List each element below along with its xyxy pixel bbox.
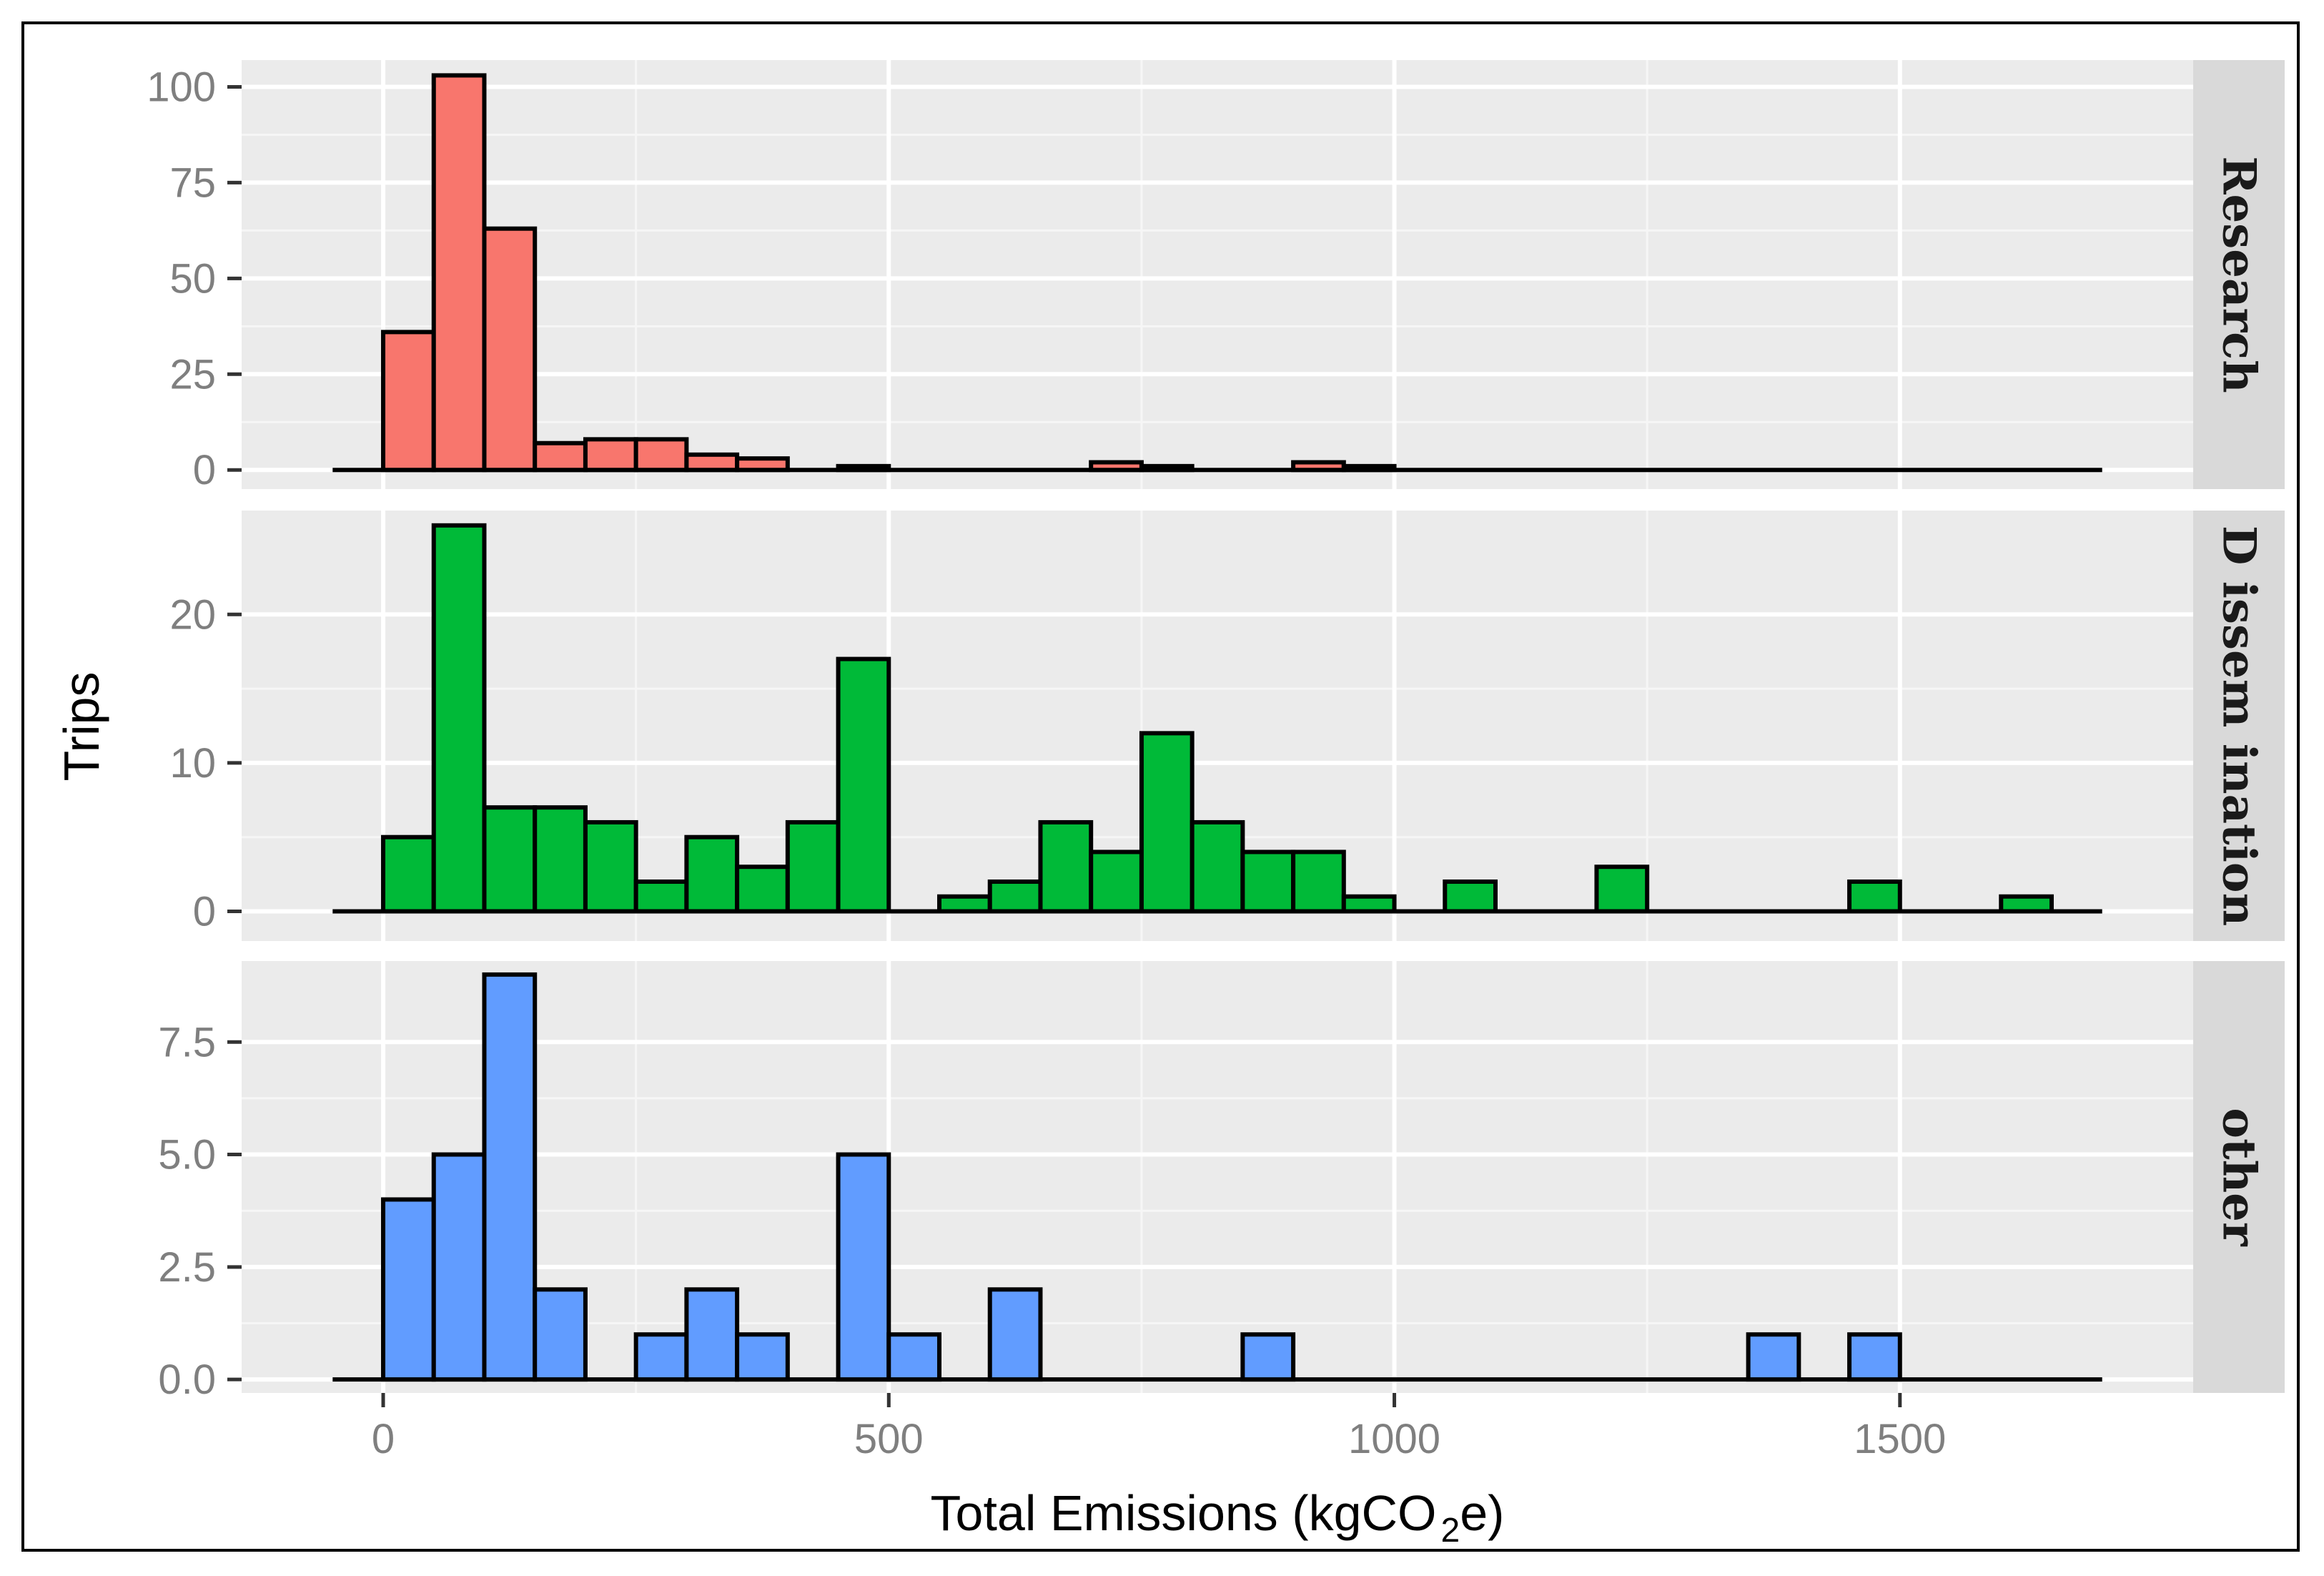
facet-strip-label: Research (2212, 156, 2266, 393)
histogram-bar (482, 805, 538, 914)
y-tick-label: 5.0 (158, 1132, 216, 1178)
histogram-bar (431, 73, 487, 473)
y-axis-title: Trips (54, 672, 109, 782)
histogram-bar (431, 1152, 487, 1382)
histogram-bar (1746, 1332, 1801, 1382)
histogram-bar (836, 1152, 891, 1382)
y-tick-label: 2.5 (158, 1244, 216, 1291)
histogram-bar (1847, 1332, 1902, 1382)
histogram-bar (533, 440, 588, 473)
histogram-bar (533, 805, 588, 914)
histogram-bar (735, 456, 790, 473)
histogram-bar (1594, 865, 1650, 914)
histogram-bar (1443, 879, 1498, 914)
histogram-bar (633, 1332, 689, 1382)
y-tick-label: 0 (193, 888, 216, 935)
panel-background (242, 60, 2193, 489)
histogram-bar (1038, 819, 1094, 914)
facet-strip-label: other (2212, 1108, 2266, 1247)
x-tick-label: 500 (854, 1416, 924, 1462)
x-tick-label: 0 (372, 1416, 395, 1462)
histogram-bar (1139, 463, 1195, 473)
histogram-bar (735, 1332, 790, 1382)
y-tick-label: 7.5 (158, 1019, 216, 1065)
y-tick-label: 10 (169, 740, 216, 787)
histogram-bar (987, 879, 1043, 914)
histogram-bar (886, 1332, 942, 1382)
histogram-bar (684, 834, 740, 914)
histogram-bar (381, 834, 436, 914)
histogram-bar (533, 1287, 588, 1382)
histogram-bar (1291, 460, 1346, 473)
histogram-bar (583, 437, 638, 473)
x-axis-title-end: e) (1460, 1485, 1504, 1541)
histogram-bar (987, 1287, 1043, 1382)
histogram-bar (684, 452, 740, 473)
histogram-bar (836, 463, 891, 473)
y-tick-label: 25 (169, 351, 216, 398)
facet-strip (2193, 60, 2285, 489)
histogram-bar (1341, 894, 1397, 914)
histogram-bar (381, 1197, 436, 1382)
histogram-bar (1089, 849, 1144, 914)
histogram-bar (735, 865, 790, 914)
x-axis-title-main: Total Emissions (kgCO (931, 1485, 1437, 1541)
x-tick-label: 1500 (1854, 1416, 1946, 1462)
histogram-bar (937, 894, 992, 914)
histogram-bar (1089, 460, 1144, 473)
x-axis-title-subscript: 2 (1441, 1512, 1460, 1550)
histogram-bar (482, 972, 538, 1382)
histogram-bar (1999, 894, 2054, 914)
histogram-bar (1240, 1332, 1296, 1382)
histogram-bar (1190, 819, 1245, 914)
facet-strip-label: D issem ination (2212, 526, 2266, 926)
histogram-bar (633, 437, 689, 473)
histogram-bar (1240, 849, 1296, 914)
facet-strip (2193, 961, 2285, 1393)
histogram-bar (836, 656, 891, 914)
y-tick-label: 75 (169, 159, 216, 206)
histogram-bar (1341, 463, 1397, 473)
histogram-bar (431, 523, 487, 914)
histogram-bar (482, 226, 538, 473)
histogram-bar (785, 819, 841, 914)
y-tick-label: 50 (169, 255, 216, 302)
facet-strip (2193, 511, 2285, 941)
histogram-bar (1139, 731, 1195, 914)
histogram-bar (684, 1287, 740, 1382)
histogram-bar (1291, 849, 1346, 914)
y-tick-label: 100 (147, 64, 216, 111)
histogram-bar (633, 879, 689, 914)
histogram-bar (583, 819, 638, 914)
x-tick-label: 1000 (1348, 1416, 1440, 1462)
histogram-bar (1847, 879, 1902, 914)
y-tick-label: 0 (193, 447, 216, 493)
y-tick-label: 0.0 (158, 1356, 216, 1403)
x-axis-title: Total Emissions (kgCO 2e) (931, 1485, 1505, 1550)
y-tick-label: 20 (169, 591, 216, 638)
histogram-bar (381, 330, 436, 473)
